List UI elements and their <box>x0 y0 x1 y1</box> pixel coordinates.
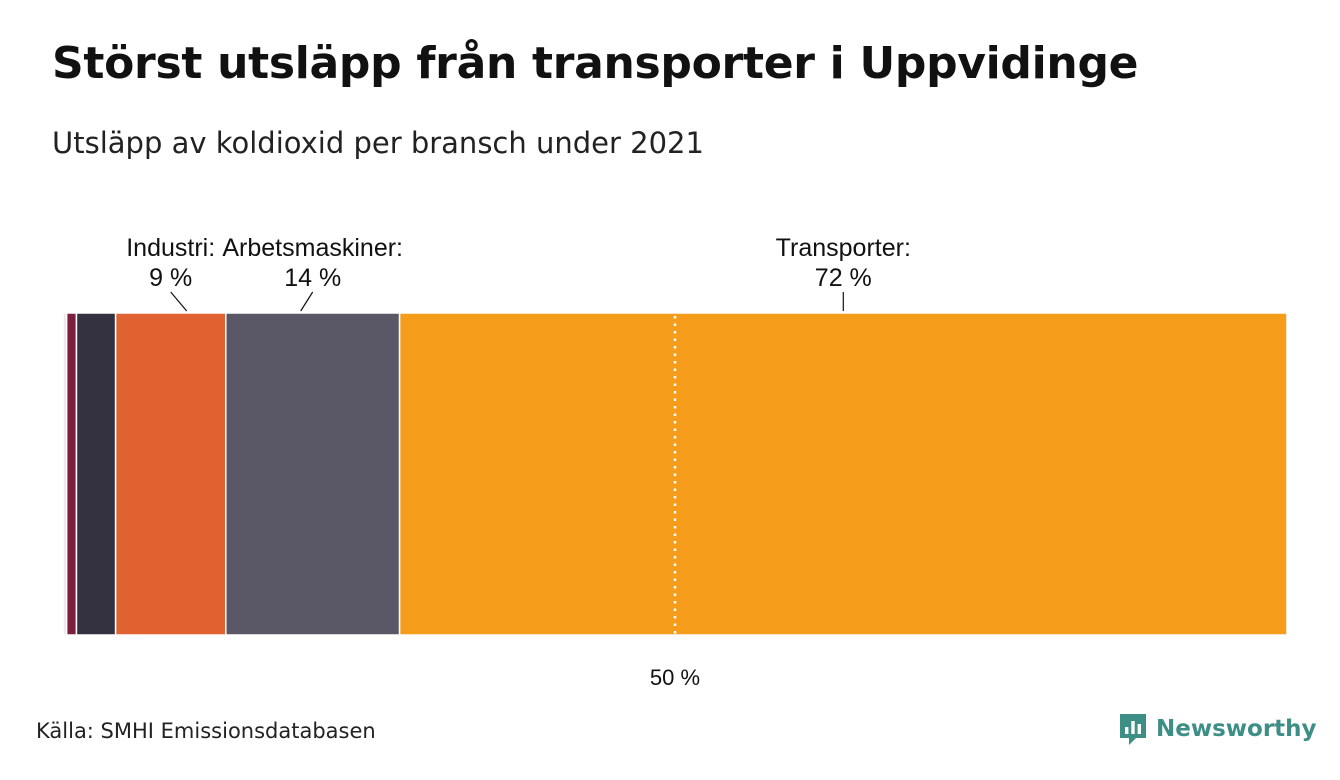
segment-value-transporter: 72 % <box>815 264 872 292</box>
leader-line-arbetsmaskiner <box>300 291 314 312</box>
segment-label-industri: Industri: <box>126 234 215 262</box>
bar-segment-transporter <box>398 312 1288 636</box>
stacked-bar-chart: Industri:9 % Arbetsmaskiner:14 % Transport… <box>62 234 1288 690</box>
chart-title: Störst utsläpp från transporter i Uppvid… <box>52 38 1139 89</box>
bar-segment-c <box>75 312 117 636</box>
segment-label-transporter: Transporter: <box>776 234 911 262</box>
segment-value-arbetsmaskiner: 14 % <box>284 264 341 292</box>
segment-label-arbetsmaskiner: Arbetsmaskiner: <box>222 234 403 262</box>
reference-line-label: 50 % <box>650 665 700 690</box>
leader-line-industri <box>170 291 188 312</box>
segment-value-industri: 9 % <box>149 264 192 292</box>
brand-logo: Newsworthy <box>1118 712 1317 746</box>
chart-subtitle: Utsläpp av koldioxid per bransch under 2… <box>52 126 704 160</box>
bar-segment-arbetsmaskiner <box>225 312 401 636</box>
brand-name: Newsworthy <box>1156 716 1317 742</box>
bar-segment-b <box>65 312 78 636</box>
bar-segment-industri <box>114 312 227 636</box>
source-note: Källa: SMHI Emissionsdatabasen <box>36 719 376 743</box>
newsworthy-logo-icon <box>1120 714 1146 745</box>
